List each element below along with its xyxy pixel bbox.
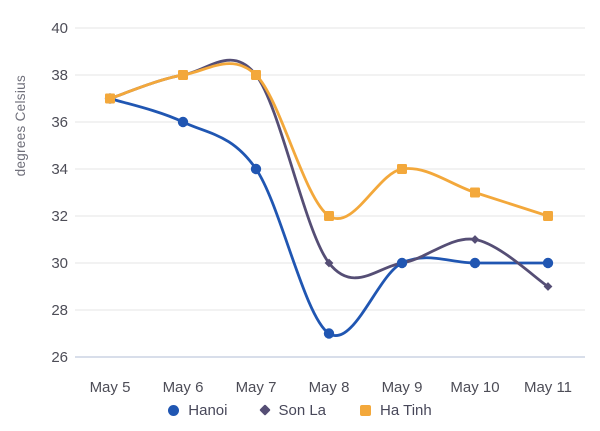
data-point-ha-tinh-may-7[interactable] bbox=[251, 70, 261, 80]
series-line-son-la bbox=[108, 58, 550, 288]
data-point-son-la-may-10[interactable] bbox=[470, 235, 480, 244]
y-tick-label: 36 bbox=[51, 114, 68, 131]
x-tick-label: May 10 bbox=[450, 379, 499, 396]
hanoi-circle-marker-icon bbox=[168, 404, 180, 416]
x-tick-label: May 9 bbox=[382, 379, 423, 396]
legend-item-ha-tinh[interactable]: Ha Tinh bbox=[360, 402, 432, 419]
y-tick-label: 30 bbox=[51, 255, 68, 272]
x-tick-label: May 6 bbox=[163, 379, 204, 396]
x-tick-label: May 11 bbox=[524, 379, 572, 396]
data-point-ha-tinh-may-9[interactable] bbox=[397, 164, 407, 174]
legend-label-hanoi: Hanoi bbox=[188, 401, 228, 419]
y-tick-label: 40 bbox=[51, 20, 68, 37]
data-point-ha-tinh-may-6[interactable] bbox=[178, 70, 188, 80]
data-point-ha-tinh-may-8[interactable] bbox=[324, 211, 334, 221]
y-tick-label: 38 bbox=[51, 67, 68, 84]
data-point-hanoi-may-7[interactable] bbox=[250, 163, 262, 175]
data-point-ha-tinh-may-10[interactable] bbox=[470, 187, 480, 198]
legend: Hanoi Son La Ha Tinh bbox=[0, 397, 600, 423]
data-point-ha-tinh-may-11[interactable] bbox=[543, 211, 553, 221]
x-tick-label: May 8 bbox=[309, 379, 350, 396]
legend-item-son-la[interactable]: Son La bbox=[259, 401, 327, 419]
x-tick-label: May 7 bbox=[236, 379, 277, 396]
x-tick-label: May 5 bbox=[90, 379, 131, 396]
data-point-son-la-may-8[interactable] bbox=[324, 258, 334, 268]
data-point-hanoi-may-6[interactable] bbox=[177, 116, 189, 128]
data-point-hanoi-may-11[interactable] bbox=[542, 257, 554, 269]
data-point-hanoi-may-9[interactable] bbox=[396, 257, 408, 269]
y-tick-label: 32 bbox=[51, 208, 68, 225]
data-point-hanoi-may-8[interactable] bbox=[323, 328, 335, 339]
y-tick-label: 26 bbox=[51, 349, 68, 366]
y-tick-label: 28 bbox=[51, 302, 68, 319]
legend-item-hanoi[interactable]: Hanoi bbox=[168, 402, 227, 419]
y-tick-label: 34 bbox=[51, 161, 68, 178]
data-point-hanoi-may-10[interactable] bbox=[469, 257, 481, 269]
series-line-ha-tinh bbox=[108, 62, 550, 220]
legend-label-son-la: Son La bbox=[278, 401, 327, 419]
data-point-son-la-may-11[interactable] bbox=[543, 282, 553, 291]
legend-label-ha-tinh: Ha Tinh bbox=[380, 401, 432, 419]
son-la-diamond-marker-icon bbox=[259, 404, 272, 416]
ha-tinh-square-marker-icon bbox=[360, 404, 372, 416]
data-point-ha-tinh-may-5[interactable] bbox=[105, 93, 115, 104]
